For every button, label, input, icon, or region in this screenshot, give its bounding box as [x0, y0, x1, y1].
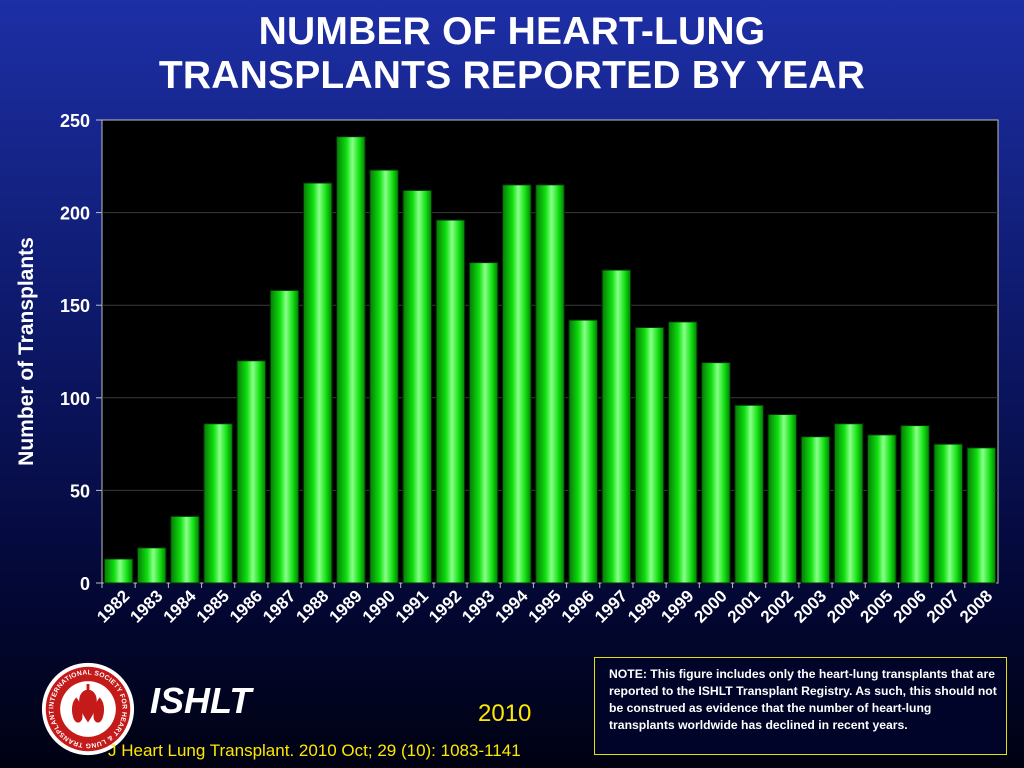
bar-1997: [601, 269, 632, 584]
bar-2001: [734, 404, 764, 584]
bar-1998: [634, 326, 665, 584]
bar-1990: [369, 169, 399, 584]
x-tick-label: 1992: [425, 586, 465, 626]
report-year: 2010: [478, 700, 532, 727]
ishlt-logo: INTERNATIONAL SOCIETY FOR HEART & LUNG T…: [40, 661, 135, 756]
x-tick-label: 1997: [591, 586, 631, 626]
y-tick-label: 100: [60, 389, 90, 409]
bar-1992: [435, 219, 466, 584]
x-tick-label: 1994: [491, 586, 532, 627]
x-tick-label: 1982: [93, 586, 133, 626]
bar-1984: [170, 515, 200, 584]
x-tick-label: 1985: [193, 586, 233, 626]
bar-2005: [867, 434, 897, 584]
x-tick-label: 2008: [956, 586, 996, 626]
bar-1989: [336, 136, 366, 584]
bar-1994: [502, 184, 532, 584]
x-tick-label: 1993: [458, 586, 498, 626]
y-tick-label: 50: [70, 481, 90, 501]
bar-1995: [535, 184, 565, 584]
org-name: ISHLT: [150, 680, 252, 721]
x-tick-label: 1991: [392, 586, 432, 626]
bar-1985: [203, 423, 233, 584]
bar-2003: [800, 436, 831, 584]
x-tick-label: 1987: [259, 586, 299, 626]
x-tick-label: 1988: [292, 586, 332, 626]
x-tick-label: 1986: [226, 586, 266, 626]
y-tick-label: 250: [60, 111, 90, 131]
bar-2002: [767, 413, 798, 584]
y-axis-label: Number of Transplants: [15, 237, 38, 466]
bar-2000: [701, 362, 731, 584]
bar-2007: [933, 443, 963, 584]
x-tick-label: 2007: [923, 586, 963, 626]
x-tick-label: 2001: [724, 586, 764, 626]
note-text: NOTE: This figure includes only the hear…: [609, 667, 997, 732]
x-tick-label: 2000: [691, 586, 731, 626]
x-tick-label: 1995: [525, 586, 565, 626]
y-tick-label: 150: [60, 296, 90, 316]
x-tick-label: 1996: [558, 586, 598, 626]
x-tick-label: 1983: [126, 586, 166, 626]
bar-1993: [468, 262, 499, 584]
bar-1988: [302, 182, 333, 584]
x-tick-label: 2003: [790, 586, 830, 626]
x-tick-label: 2004: [823, 586, 864, 627]
bar-1999: [667, 321, 698, 584]
title-line-1: NUMBER OF HEART-LUNG: [258, 10, 766, 53]
y-tick-label: 200: [60, 204, 90, 224]
note-box: NOTE: This figure includes only the hear…: [594, 657, 1007, 755]
x-tick-label: 1984: [160, 586, 201, 627]
y-tick-label: 0: [80, 574, 90, 594]
bar-1987: [269, 289, 300, 584]
bar-1991: [402, 189, 433, 584]
x-tick-label: 2006: [890, 586, 930, 626]
x-tick-label: 2005: [856, 586, 896, 626]
x-tick-label: 2002: [757, 586, 797, 626]
x-tick-label: 1999: [657, 586, 697, 626]
bar-1986: [236, 360, 267, 584]
x-tick-label: 1998: [624, 586, 664, 626]
bar-1996: [568, 319, 598, 584]
x-tick-label: 1990: [359, 586, 399, 626]
bar-2006: [900, 425, 930, 584]
x-tick-label: 1989: [326, 586, 366, 626]
chart-title: NUMBER OF HEART-LUNG TRANSPLANTS REPORTE…: [0, 10, 1024, 98]
bar-2008: [966, 447, 997, 584]
citation: J Heart Lung Transplant. 2010 Oct; 29 (1…: [108, 741, 521, 760]
bar-2004: [833, 423, 864, 584]
title-line-2: TRANSPLANTS REPORTED BY YEAR: [158, 54, 866, 97]
bar-1983: [137, 547, 167, 584]
bar-1982: [103, 558, 134, 584]
